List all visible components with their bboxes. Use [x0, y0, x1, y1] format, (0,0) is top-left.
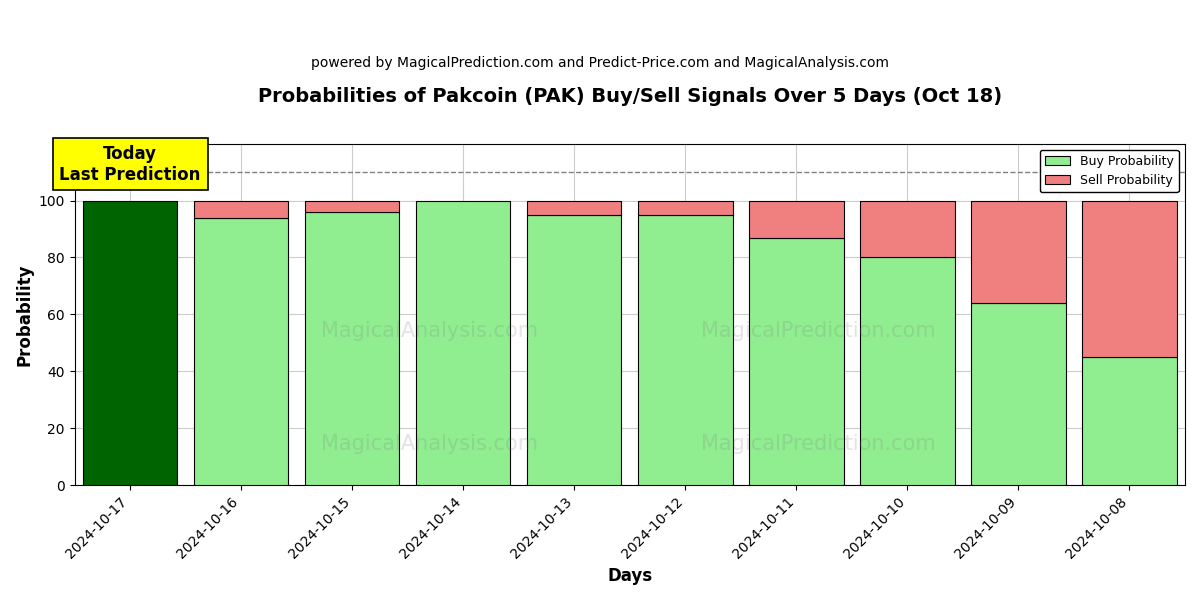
- Bar: [305, 212, 400, 485]
- Bar: [83, 200, 178, 485]
- Bar: [527, 200, 622, 215]
- Text: MagicalPrediction.com: MagicalPrediction.com: [701, 322, 936, 341]
- Bar: [1082, 200, 1177, 357]
- Bar: [860, 257, 955, 485]
- Text: powered by MagicalPrediction.com and Predict-Price.com and MagicalAnalysis.com: powered by MagicalPrediction.com and Pre…: [311, 56, 889, 70]
- Bar: [638, 200, 732, 215]
- Title: Probabilities of Pakcoin (PAK) Buy/Sell Signals Over 5 Days (Oct 18): Probabilities of Pakcoin (PAK) Buy/Sell …: [258, 87, 1002, 106]
- Bar: [1082, 357, 1177, 485]
- X-axis label: Days: Days: [607, 567, 653, 585]
- Bar: [527, 215, 622, 485]
- Bar: [638, 215, 732, 485]
- Text: MagicalAnalysis.com: MagicalAnalysis.com: [322, 322, 539, 341]
- Bar: [971, 200, 1066, 303]
- Y-axis label: Probability: Probability: [16, 263, 34, 365]
- Text: MagicalPrediction.com: MagicalPrediction.com: [701, 434, 936, 454]
- Bar: [749, 200, 844, 238]
- Text: Today
Last Prediction: Today Last Prediction: [60, 145, 200, 184]
- Bar: [971, 303, 1066, 485]
- Bar: [194, 218, 288, 485]
- Bar: [194, 200, 288, 218]
- Bar: [749, 238, 844, 485]
- Text: MagicalAnalysis.com: MagicalAnalysis.com: [322, 434, 539, 454]
- Bar: [860, 200, 955, 257]
- Bar: [416, 200, 510, 485]
- Bar: [305, 200, 400, 212]
- Legend: Buy Probability, Sell Probability: Buy Probability, Sell Probability: [1040, 150, 1178, 192]
